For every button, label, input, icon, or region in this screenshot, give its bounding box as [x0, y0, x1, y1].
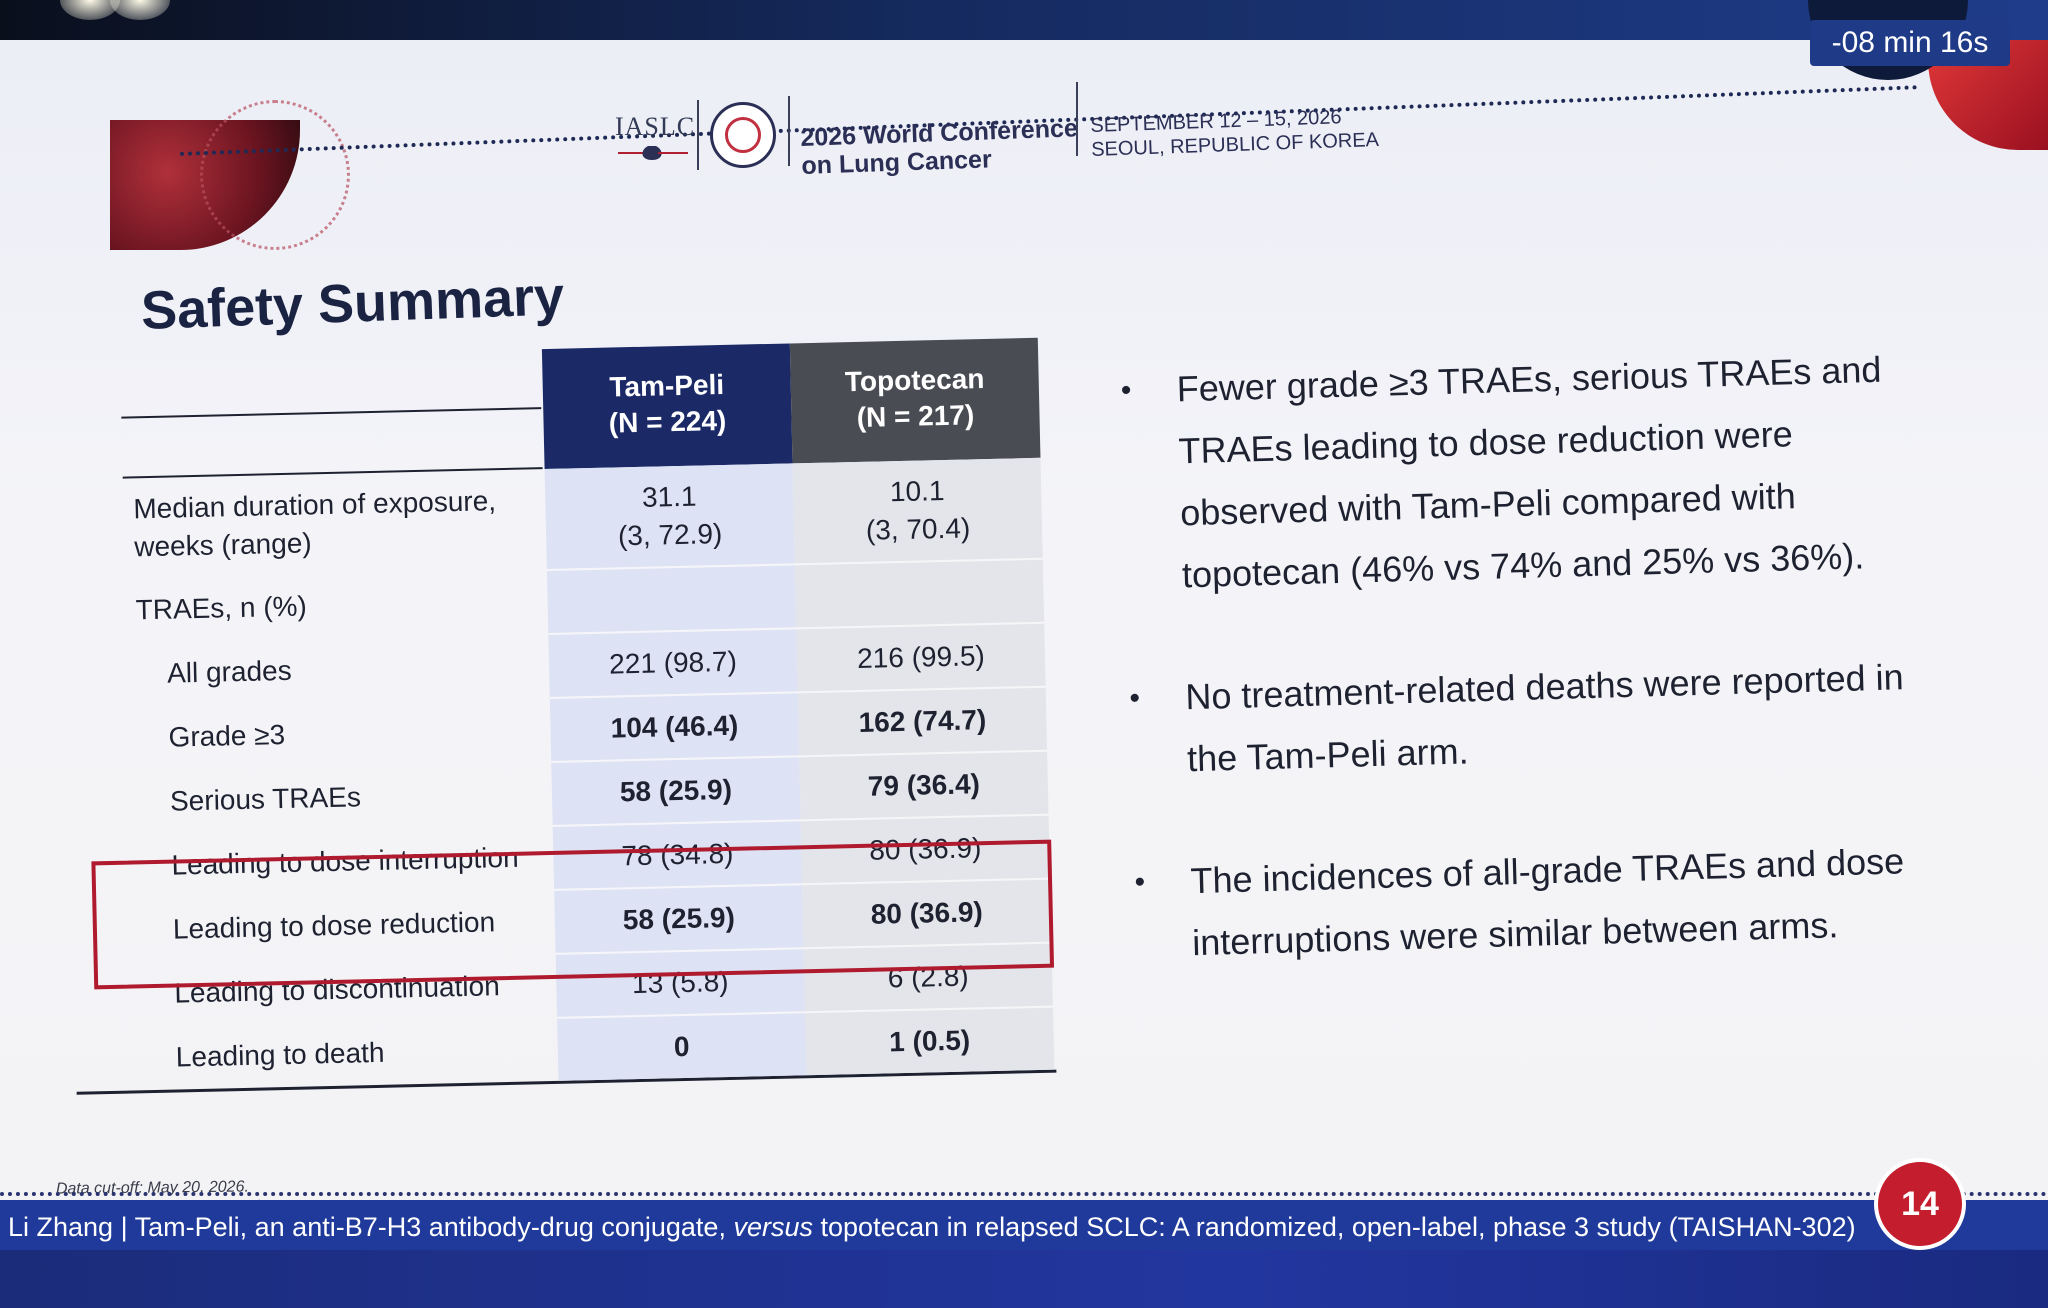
bullet-point: The incidences of all-grade TRAEs and do…	[1134, 829, 1937, 975]
stage-background-bottom	[0, 1250, 2048, 1308]
tam-peli-value: 0	[557, 1011, 807, 1081]
column-n: (N = 224)	[608, 404, 727, 439]
footer-dotted-divider	[0, 1192, 2048, 1196]
iaslc-lung-icon	[618, 146, 688, 160]
slide-number-badge: 14	[1874, 1158, 1966, 1250]
topotecan-value: 1 (0.5)	[804, 1005, 1055, 1076]
row-label: Serious TRAEs	[169, 781, 362, 817]
topotecan-value: 162 (74.7)	[797, 685, 1048, 756]
seal-inner-ring	[725, 117, 761, 153]
topotecan-value	[794, 557, 1045, 628]
topotecan-value: 10.1 (3, 70.4)	[792, 457, 1043, 564]
key-findings-list: Fewer grade ≥3 TRAEs, serious TRAEs and …	[1120, 338, 1939, 1036]
table-header: Tam-Peli (N = 224) Topotecan (N = 217)	[60, 337, 1062, 480]
column-header-topotecan: Topotecan (N = 217)	[789, 337, 1041, 464]
iaslc-logo: IASLC	[615, 112, 696, 141]
row-label: Leading to death	[175, 1036, 385, 1073]
presenter-name: Li Zhang	[8, 1212, 114, 1242]
safety-table: Tam-Peli (N = 224) Topotecan (N = 217) M…	[60, 337, 1076, 1095]
tam-peli-value: 58 (25.9)	[551, 755, 801, 825]
conference-seal-logo	[710, 102, 776, 168]
study-title-part1: Tam-Peli, an anti-B7-H3 antibody-drug co…	[134, 1212, 726, 1242]
bullet-point: Fewer grade ≥3 TRAEs, serious TRAEs and …	[1120, 338, 1927, 608]
stage-light	[60, 0, 120, 20]
footer-citation: Li Zhang | Tam-Peli, an anti-B7-H3 antib…	[8, 1212, 1856, 1243]
logo-separator	[1076, 82, 1078, 156]
tam-peli-value: 221 (98.7)	[548, 627, 798, 697]
bullet-point: No treatment-related deaths were reporte…	[1129, 646, 1932, 792]
presentation-slide: IASLC 2026 World Conference on Lung Canc…	[0, 40, 2048, 1255]
stage-light	[110, 0, 170, 20]
logo-separator	[788, 96, 790, 166]
row-label: All grades	[166, 654, 292, 689]
countdown-timer: -08 min 16s	[1810, 20, 2010, 66]
topotecan-value: 79 (36.4)	[799, 749, 1049, 820]
slide-title: Safety Summary	[140, 266, 566, 341]
tam-peli-value	[546, 563, 797, 633]
column-name: Topotecan	[844, 363, 985, 398]
logo-separator	[697, 100, 699, 170]
footer-separator: |	[120, 1212, 128, 1242]
column-n: (N = 217)	[856, 399, 975, 433]
highlight-box-grade3-serious	[91, 839, 1055, 990]
topotecan-value: 216 (99.5)	[796, 621, 1046, 692]
footer-bar	[0, 1200, 2048, 1256]
study-title-part2: topotecan in relapsed SCLC: A randomized…	[820, 1212, 1856, 1242]
table-top-rule	[121, 407, 542, 419]
study-title-versus: versus	[733, 1212, 813, 1242]
column-name: Tam-Peli	[609, 368, 725, 403]
row-label: Grade ≥3	[168, 718, 286, 753]
row-label: TRAEs, n (%)	[135, 590, 308, 626]
column-header-tam-peli: Tam-Peli (N = 224)	[541, 343, 793, 470]
tam-peli-value: 104 (46.4)	[549, 691, 800, 761]
conference-name: 2026 World Conference on Lung Cancer	[800, 114, 1079, 180]
row-label: Median duration of exposure, weeks (rang…	[133, 485, 497, 563]
conference-dates-location: SEPTEMBER 12 – 15, 2026 SEOUL, REPUBLIC …	[1090, 106, 1380, 161]
decorative-ring	[200, 100, 350, 250]
tam-peli-value: 31.1 (3, 72.9)	[544, 463, 795, 570]
